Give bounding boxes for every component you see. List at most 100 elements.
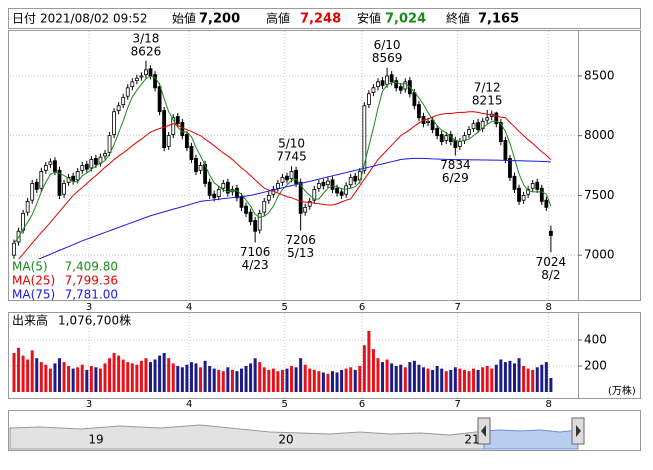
annotation-value: 7745 xyxy=(276,150,307,164)
annotation-value: 7106 xyxy=(240,245,271,259)
candle-body xyxy=(153,74,157,89)
annotation-value: 8215 xyxy=(472,93,503,107)
x-tick-label: 3 xyxy=(86,399,92,410)
candle-body xyxy=(503,140,508,160)
volume-bar xyxy=(44,364,48,392)
volume-bar xyxy=(62,362,66,392)
volume-bar xyxy=(513,363,516,392)
candle-body xyxy=(530,183,535,189)
candle-body xyxy=(412,92,417,107)
handle-arrow xyxy=(576,425,581,437)
volume-bar xyxy=(12,353,16,392)
volume-bar xyxy=(240,368,243,392)
navigator-panel xyxy=(8,410,641,451)
volume-bar xyxy=(39,362,43,392)
volume-bar xyxy=(94,367,98,392)
candle-body xyxy=(285,175,289,181)
candle-body xyxy=(508,157,512,178)
volume-panel xyxy=(8,312,641,399)
annotation-value: 8626 xyxy=(131,44,162,58)
candle-body xyxy=(94,157,98,165)
candle-body xyxy=(303,206,308,213)
x-tick-label: 5 xyxy=(282,302,288,313)
candle-body xyxy=(103,153,107,157)
volume-bar xyxy=(208,366,212,392)
volume-bar xyxy=(249,363,253,392)
annotation-date: 7/12 xyxy=(474,80,501,94)
volume-bar xyxy=(303,364,307,392)
volume-bar xyxy=(280,369,284,392)
info-bar xyxy=(8,8,641,29)
volume-bar xyxy=(549,378,553,392)
volume-bar xyxy=(326,373,330,392)
candle-body xyxy=(212,193,217,199)
volume-bar xyxy=(26,359,30,392)
ma-line xyxy=(13,111,552,266)
legend-value: 7,799.36 xyxy=(65,274,118,288)
volume-bar xyxy=(381,362,385,392)
volume-bar xyxy=(135,364,139,392)
candle-body xyxy=(289,171,294,180)
candle-body xyxy=(275,183,280,189)
volume-bar xyxy=(112,353,116,392)
volume-bar xyxy=(203,360,207,392)
volume-bar xyxy=(144,358,148,392)
volume-bar xyxy=(376,358,380,392)
legend-box xyxy=(10,259,122,300)
annotation-date: 4/23 xyxy=(242,258,269,272)
candle-body xyxy=(389,74,394,83)
low-label: 安値 xyxy=(357,11,381,26)
volume-bar xyxy=(503,362,507,392)
volume-bar xyxy=(435,366,439,392)
volume-bar xyxy=(276,371,280,392)
y-tick-label: 400 xyxy=(584,333,607,347)
candle-body xyxy=(198,165,203,171)
volume-bar xyxy=(462,369,466,392)
candle-body xyxy=(457,141,462,147)
volume-bar xyxy=(349,367,353,392)
candle-body xyxy=(184,134,189,148)
candle-body xyxy=(48,161,53,165)
volume-bar xyxy=(353,369,357,392)
volume-bar xyxy=(371,349,375,392)
candle-body xyxy=(453,140,458,148)
candle-body xyxy=(335,187,339,194)
candle-body xyxy=(62,183,66,195)
volume-bar xyxy=(417,364,421,392)
candle-body xyxy=(216,189,221,198)
volume-bar xyxy=(139,360,143,392)
volume-bar xyxy=(58,358,61,392)
candle-body xyxy=(544,199,549,208)
x-tick-label: 4 xyxy=(186,302,192,313)
candle-body xyxy=(494,112,499,125)
candle-body xyxy=(498,122,503,143)
volume-bar xyxy=(108,358,112,392)
price-panel xyxy=(8,30,641,301)
volume-bar xyxy=(185,364,189,392)
candle-body xyxy=(235,187,239,199)
y-tick-label: 7500 xyxy=(584,188,615,202)
candle-body xyxy=(403,81,408,90)
volume-bar xyxy=(226,367,230,392)
handle-arrow xyxy=(481,425,486,437)
candle-body xyxy=(439,134,444,143)
volume-bar xyxy=(158,355,162,392)
candle-body xyxy=(75,171,80,181)
candle-body xyxy=(225,181,230,194)
date: 2021/08/02 09:52 xyxy=(40,12,148,26)
candle-body xyxy=(248,211,253,223)
candle-body xyxy=(116,105,121,111)
volume-bar xyxy=(331,371,334,392)
volume-bar xyxy=(440,368,444,392)
candle-body xyxy=(221,183,226,189)
annotation-date: 6/10 xyxy=(374,38,401,52)
volume-bar xyxy=(472,368,476,392)
volume-bar xyxy=(308,368,312,392)
volume-bar xyxy=(67,366,71,392)
candle-body xyxy=(112,111,116,135)
volume-bar xyxy=(458,368,462,392)
volume-bar xyxy=(522,366,526,392)
candle-body xyxy=(53,160,57,172)
annotation-value: 8569 xyxy=(372,51,403,65)
candle-body xyxy=(257,212,262,231)
